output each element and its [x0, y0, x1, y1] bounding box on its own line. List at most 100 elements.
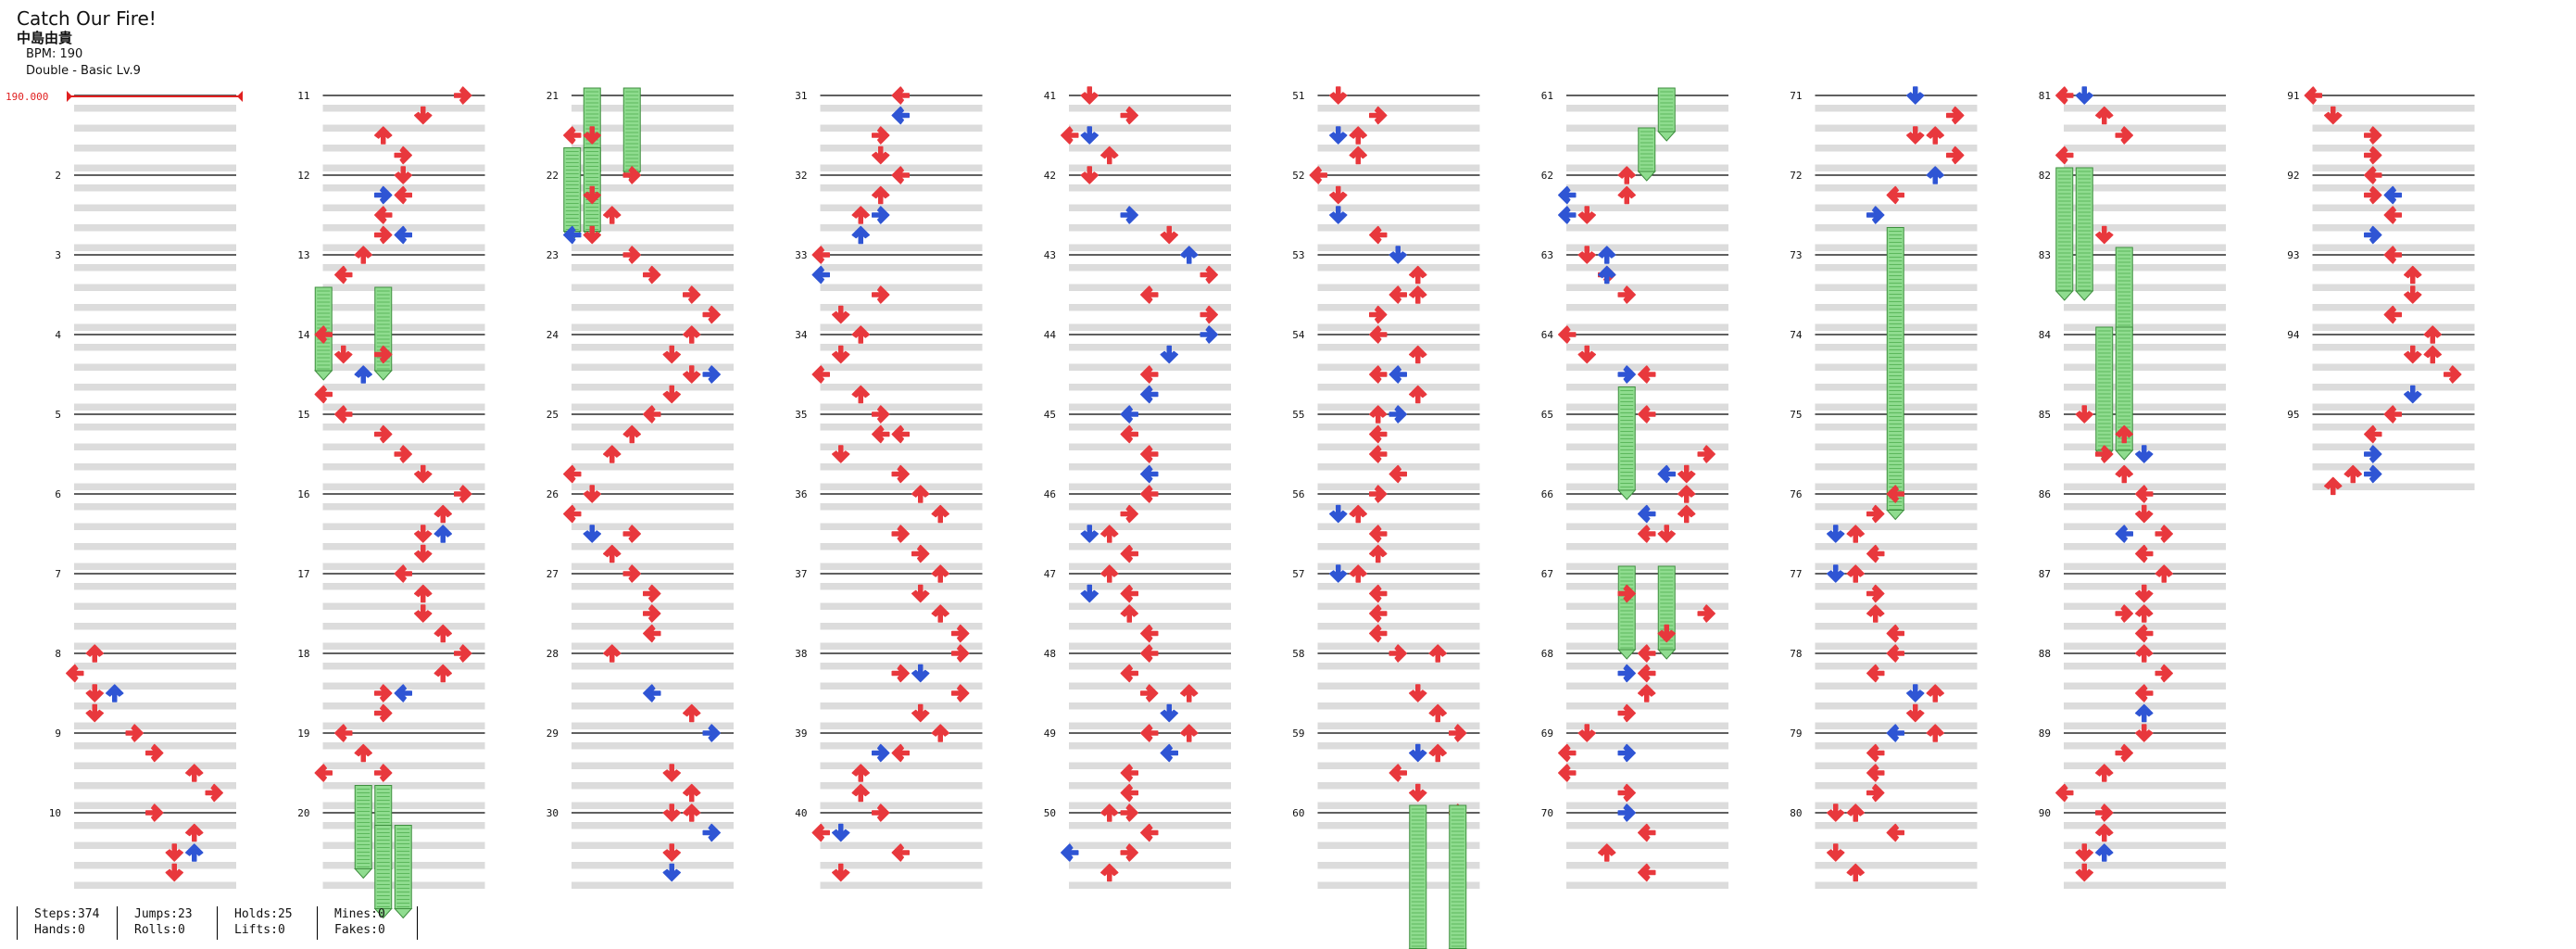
measure-number: 87	[2039, 568, 2051, 580]
step-arrow-left	[1886, 823, 1904, 842]
measure-number: 44	[1044, 329, 1057, 341]
step-arrow-down	[2404, 385, 2422, 404]
step-arrow-up	[1409, 265, 1427, 285]
beat-band	[820, 722, 983, 729]
arrow-shape	[125, 724, 144, 742]
step-arrow-left	[1140, 365, 1159, 384]
measure-number: 69	[1541, 728, 1553, 740]
beat-band	[1815, 742, 1978, 750]
arrow-shape	[891, 86, 910, 105]
arrow-shape	[334, 265, 353, 285]
bpm-change-label: 190.000	[6, 91, 48, 103]
arrow-shape	[702, 823, 721, 842]
arrow-shape	[1886, 485, 1904, 503]
arrow-shape	[1200, 325, 1218, 344]
beat-band	[322, 204, 485, 211]
step-arrow-left	[2364, 424, 2382, 444]
arrow-shape	[2095, 823, 2114, 842]
step-arrow-left	[643, 624, 661, 643]
step-arrow-left	[1120, 664, 1138, 683]
beat-band	[1069, 583, 1231, 590]
step-arrow-left	[2383, 206, 2402, 224]
measure-number: 5	[55, 409, 61, 421]
beat-band	[322, 642, 485, 650]
measure-number: 84	[2039, 329, 2052, 341]
beat-band	[1566, 722, 1728, 729]
beat-band	[1069, 105, 1231, 112]
measure-number: 22	[547, 170, 559, 182]
beat-band	[2064, 164, 2226, 171]
arrow-shape	[662, 843, 681, 862]
arrow-shape	[702, 305, 721, 324]
step-arrow-up	[434, 664, 452, 683]
beat-band	[2064, 384, 2226, 391]
step-arrow-right	[374, 424, 393, 444]
measure-number: 49	[1044, 728, 1056, 740]
arrow-shape	[434, 664, 452, 683]
step-arrow-down	[2135, 584, 2154, 603]
measure-30: 30	[547, 807, 734, 889]
arrow-shape	[2364, 185, 2382, 205]
step-arrow-left	[314, 764, 333, 782]
arrow-shape	[911, 584, 930, 603]
arrow-shape	[2364, 445, 2382, 463]
beat-band	[322, 742, 485, 750]
beat-band	[1815, 602, 1978, 610]
hold-note	[1448, 804, 1467, 949]
arrow-shape	[931, 504, 949, 524]
beat-band	[820, 204, 983, 211]
beat-band	[1815, 881, 1978, 889]
measure-number: 51	[1292, 90, 1304, 102]
step-arrow-left	[394, 225, 412, 245]
arrow-shape	[891, 424, 910, 444]
step-arrow-up	[1846, 803, 1865, 822]
arrow-shape	[2364, 464, 2382, 484]
beat-band	[322, 264, 485, 272]
beat-band	[2312, 463, 2475, 471]
step-arrow-left	[1558, 185, 1577, 205]
measure-number: 60	[1292, 807, 1304, 819]
arrow-shape	[931, 564, 949, 583]
measure-28: 28	[547, 648, 734, 729]
step-arrow-right	[2364, 464, 2382, 484]
beat-band	[322, 244, 485, 251]
step-arrow-left	[334, 265, 353, 285]
beat-band	[572, 881, 734, 889]
measure-31: 31	[795, 90, 983, 171]
arrow-shape	[832, 863, 850, 882]
step-arrow-up	[911, 485, 930, 503]
step-arrow-up	[683, 783, 701, 803]
measure-number: 76	[1790, 488, 1802, 500]
step-arrow-left	[1638, 405, 1656, 424]
arrow-shape	[2075, 863, 2093, 882]
step-arrow-down	[1329, 504, 1348, 524]
measure-2: 2	[55, 170, 236, 251]
step-arrow-right	[454, 86, 472, 105]
beat-band	[74, 304, 236, 311]
arrow-shape	[683, 285, 701, 304]
beat-band	[572, 642, 734, 650]
arrow-shape	[1886, 624, 1904, 643]
step-arrow-up	[1678, 504, 1696, 524]
measure-95: 95	[2287, 409, 2475, 490]
arrow-shape	[1160, 345, 1178, 364]
measure-number: 40	[795, 807, 807, 819]
arrow-shape	[165, 863, 183, 882]
beat-band	[1317, 583, 1480, 590]
beat-band	[1566, 543, 1728, 550]
step-arrow-left	[643, 405, 661, 424]
arrow-shape	[1080, 584, 1099, 603]
beat-band	[2064, 244, 2226, 251]
arrow-shape	[1120, 106, 1138, 125]
step-arrow-right	[622, 564, 641, 583]
beat-band	[2064, 184, 2226, 192]
step-arrow-down	[334, 345, 353, 364]
measure-number: 36	[795, 488, 807, 500]
measure-number: 93	[2287, 249, 2299, 261]
song-header: Catch Our Fire! 中島由貴 BPM: 190 Double - B…	[17, 7, 157, 80]
beat-band	[74, 563, 236, 570]
hold-tail	[2075, 290, 2094, 301]
step-arrow-left	[1558, 206, 1577, 224]
arrow-shape	[2055, 783, 2074, 803]
